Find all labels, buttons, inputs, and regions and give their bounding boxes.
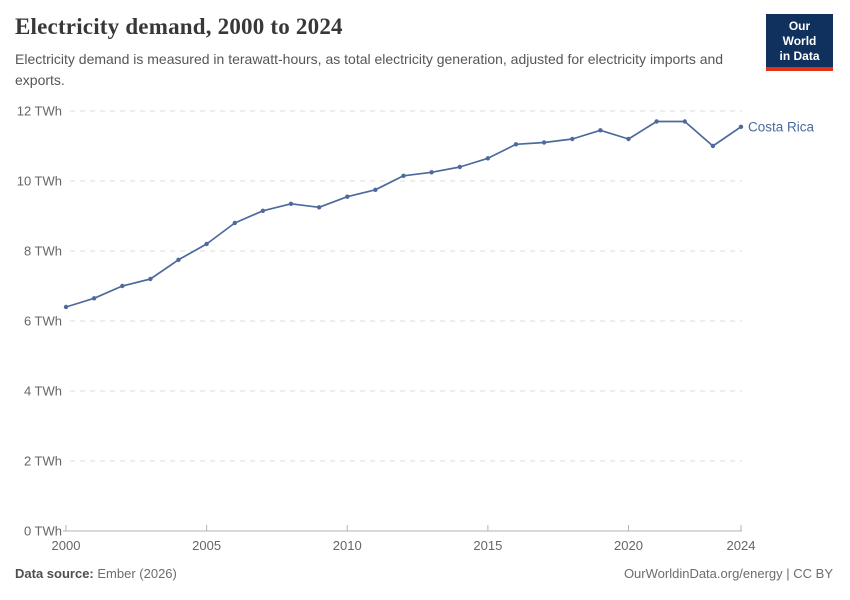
data-source-value: Ember (2026): [97, 566, 177, 581]
y-axis-tick-label: 8 TWh: [24, 244, 62, 259]
chart-header: Electricity demand, 2000 to 2024 Electri…: [0, 0, 850, 95]
data-point: [316, 205, 322, 210]
x-axis-tick-label: 2020: [614, 538, 643, 553]
data-point: [485, 156, 491, 161]
data-point: [654, 119, 659, 124]
data-point: [232, 220, 237, 226]
x-axis-tick-label: 2005: [192, 538, 221, 553]
data-point: [738, 124, 744, 129]
line-chart: 0 TWh 2 TWh 4 TWh 6 TWh 8 TWh 10 TWh 12 TWh 200…: [0, 95, 850, 557]
x-axis-tick-label: 2000: [52, 538, 81, 553]
y-axis-tick-label: 12 TWh: [17, 104, 62, 119]
data-point: [457, 164, 462, 170]
data-point: [626, 136, 631, 142]
data-point: [288, 201, 294, 206]
y-axis-tick-label: 4 TWh: [24, 384, 62, 399]
x-axis-tick-label: 2015: [473, 538, 502, 553]
data-source-label: Data source:: [15, 566, 94, 581]
data-point: [541, 140, 547, 145]
footer-credit-link[interactable]: OurWorldinData.org/energy | CC BY: [623, 566, 833, 581]
data-point: [345, 194, 350, 199]
data-point: [570, 136, 575, 142]
series-line: [65, 120, 742, 308]
data-point: [120, 283, 125, 289]
owid-logo[interactable]: Our World in Data: [766, 14, 833, 71]
data-point: [513, 142, 519, 147]
data-point: [710, 143, 716, 149]
series-label: Costa Rica: [748, 119, 815, 134]
data-point: [260, 208, 266, 213]
data-point: [63, 304, 69, 310]
owid-logo-line1: Our World: [782, 19, 817, 48]
y-axis-tick-label: 2 TWh: [24, 454, 62, 469]
y-axis-tick-label: 0 TWh: [24, 524, 62, 539]
data-point: [401, 173, 406, 178]
data-point: [91, 296, 97, 301]
data-source: Data source: Ember (2026): [15, 566, 177, 581]
data-point: [148, 276, 153, 282]
title-block: Electricity demand, 2000 to 2024 Electri…: [15, 14, 725, 91]
data-point: [429, 170, 434, 175]
data-point: [204, 241, 209, 247]
chart-title: Electricity demand, 2000 to 2024: [15, 14, 343, 39]
x-axis-tick-label: 2010: [333, 538, 362, 553]
chart-subtitle: Electricity demand is measured in terawa…: [15, 51, 724, 88]
data-point: [176, 257, 181, 262]
owid-logo-line2: in Data: [779, 49, 820, 63]
data-point: [682, 119, 687, 124]
y-axis-tick-label: 10 TWh: [17, 174, 62, 189]
x-axis-tick-label: 2024: [727, 538, 756, 553]
y-axis-tick-label: 6 TWh: [24, 314, 62, 329]
chart-footer: Data source: Ember (2026) OurWorldinData…: [0, 557, 850, 600]
data-point: [373, 187, 378, 192]
line-chart-svg: 0 TWh 2 TWh 4 TWh 6 TWh 8 TWh 10 TWh 12 TWh 200…: [17, 104, 815, 554]
data-point: [598, 128, 603, 133]
